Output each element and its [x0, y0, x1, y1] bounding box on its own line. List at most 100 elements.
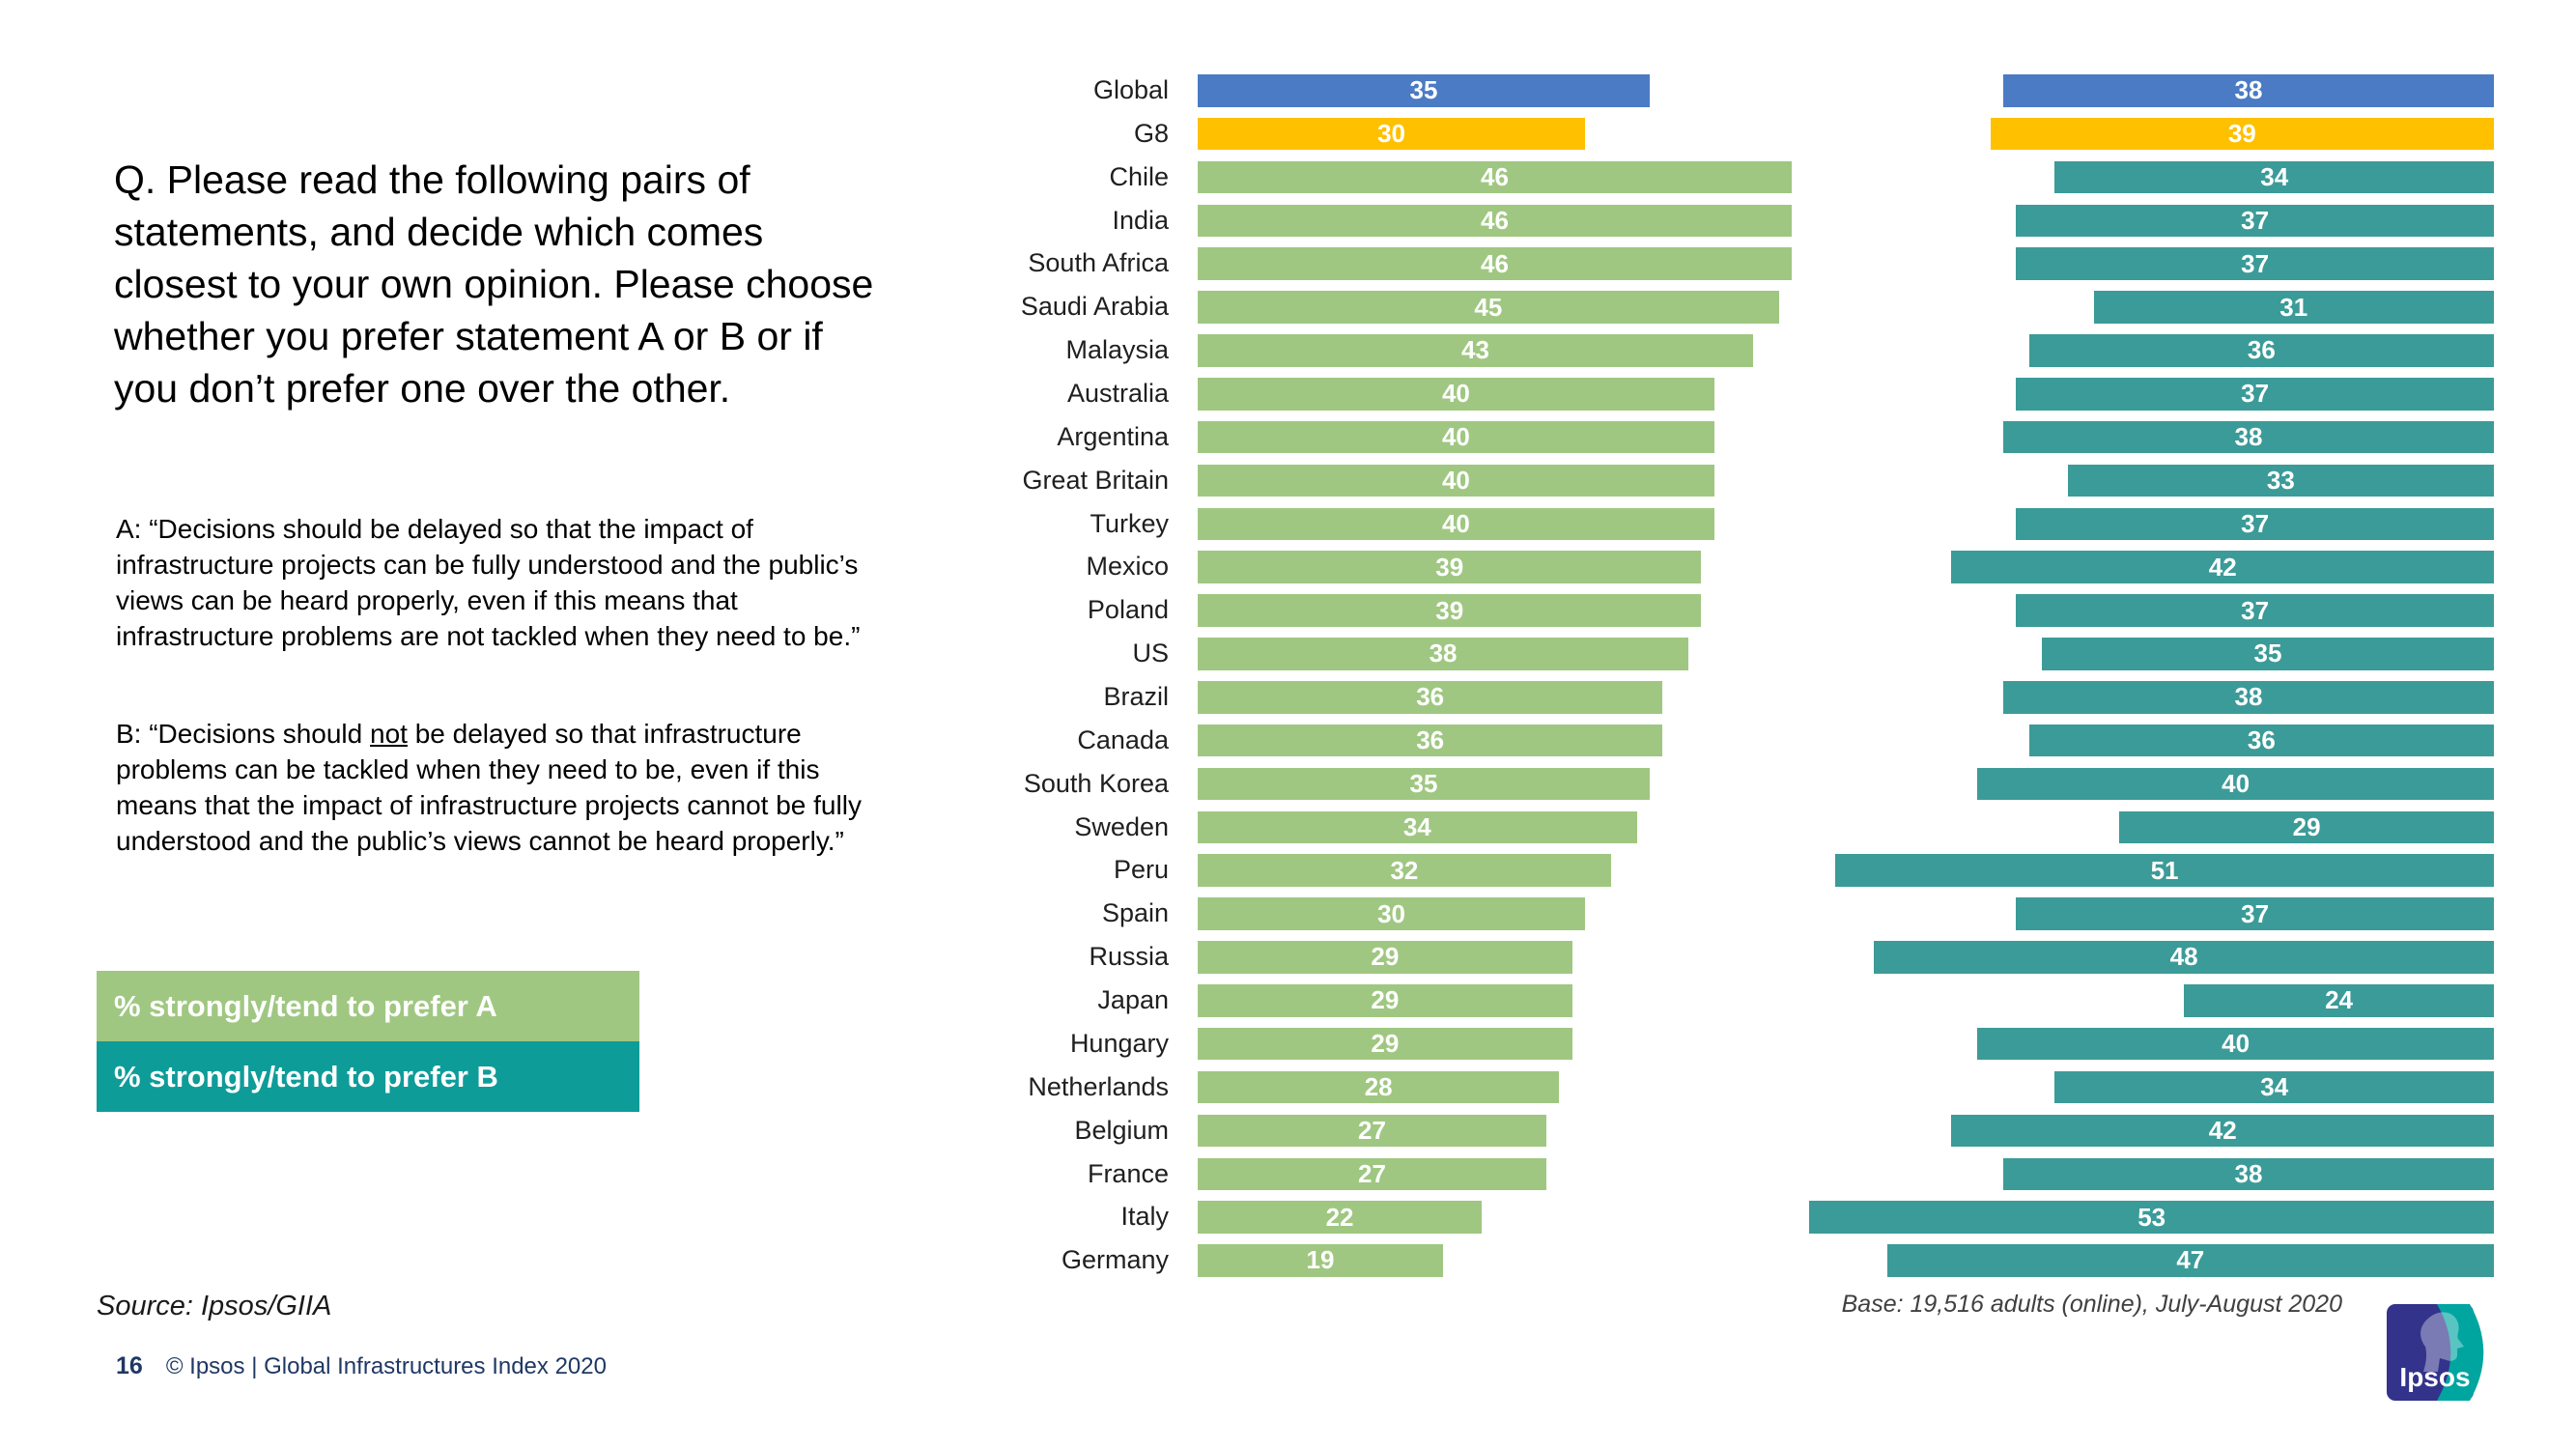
- bar-value: 40: [1441, 465, 1470, 495]
- prefer-b-bar: 37: [2016, 897, 2494, 930]
- bar-value: 29: [1371, 942, 1400, 972]
- statement-b-prefix: B: “Decisions should: [116, 719, 371, 749]
- bar-value: 45: [1474, 292, 1503, 322]
- prefer-b-bar: 39: [1990, 117, 2494, 151]
- bar-value: 29: [2292, 811, 2321, 841]
- bar-value: 39: [1435, 552, 1464, 582]
- bar-value: 35: [1409, 769, 1438, 798]
- country-label: Sweden: [1074, 811, 1169, 841]
- ipsos-logo-face: [2420, 1312, 2464, 1372]
- prefer-b-bar: 29: [2119, 810, 2494, 844]
- country-label: Chile: [1109, 161, 1169, 191]
- country-label: Italy: [1120, 1202, 1169, 1232]
- statement-b-suffix: be delayed so that infrastructure proble…: [116, 719, 862, 856]
- bar-value: 34: [1402, 811, 1431, 841]
- legend: % strongly/tend to prefer A % strongly/t…: [97, 971, 639, 1112]
- question-text: Q. Please read the following pairs of st…: [114, 157, 874, 412]
- bar-value: 27: [1358, 1115, 1386, 1145]
- country-label: Saudi Arabia: [1020, 292, 1169, 322]
- country-label: Peru: [1113, 855, 1169, 885]
- country-label: Great Britain: [1022, 465, 1169, 495]
- country-label: Russia: [1089, 942, 1169, 972]
- country-label: France: [1087, 1158, 1169, 1188]
- bar-value: 37: [2241, 898, 2270, 928]
- bar-value: 53: [2137, 1202, 2166, 1232]
- prefer-a-bar: 40: [1198, 464, 1714, 497]
- bar-value: 46: [1481, 205, 1509, 235]
- bar-value: 36: [1416, 725, 1445, 755]
- prefer-a-bar: 29: [1198, 941, 1572, 974]
- bar-value: 37: [2241, 205, 2270, 235]
- country-label: Spain: [1101, 898, 1169, 928]
- prefer-b-bar: 51: [1835, 854, 2494, 887]
- legend-prefer-a: % strongly/tend to prefer A: [97, 971, 639, 1041]
- bar-value: 40: [2222, 1029, 2250, 1059]
- prefer-a-bar: 39: [1198, 594, 1702, 627]
- source-note: Source: Ipsos/GIIA: [97, 1291, 332, 1321]
- bar-value: 38: [2234, 422, 2263, 452]
- prefer-a-bar: 29: [1198, 984, 1572, 1017]
- bar-value: 30: [1377, 119, 1405, 149]
- bar-value: 27: [1358, 1158, 1386, 1188]
- ipsos-logo-wave: [2437, 1304, 2484, 1401]
- country-label: US: [1132, 639, 1169, 668]
- prefer-b-bar: 37: [2016, 378, 2494, 411]
- prefer-a-bar: 19: [1198, 1244, 1444, 1277]
- bar-value: 40: [1441, 379, 1470, 409]
- prefer-b-bar: 34: [2054, 160, 2494, 194]
- prefer-b-bar: 37: [2016, 204, 2494, 238]
- legend-prefer-b: % strongly/tend to prefer B: [97, 1041, 639, 1112]
- footer-copyright: 16 © Ipsos | Global Infrastructures Inde…: [116, 1352, 607, 1380]
- bar-value: 40: [2222, 769, 2250, 798]
- bar-value: 47: [2176, 1245, 2205, 1275]
- prefer-a-bar: 46: [1198, 160, 1793, 194]
- bar-value: 29: [1371, 1029, 1400, 1059]
- bar-value: 43: [1460, 335, 1489, 365]
- prefer-b-bar: 53: [1809, 1201, 2494, 1234]
- prefer-b-bar: 35: [2042, 638, 2494, 670]
- prefer-a-bar: 32: [1198, 854, 1611, 887]
- country-label: Brazil: [1103, 682, 1169, 712]
- prefer-a-bar: 30: [1198, 117, 1586, 151]
- bar-value: 42: [2208, 552, 2237, 582]
- prefer-a-bar: 22: [1198, 1201, 1483, 1234]
- bar-value: 39: [2227, 119, 2256, 149]
- prefer-b-bar: 38: [2002, 681, 2494, 714]
- bar-value: 48: [2169, 942, 2198, 972]
- prefer-b-bar: 38: [2002, 74, 2494, 107]
- bar-value: 31: [2279, 292, 2308, 322]
- prefer-b-bar: 36: [2028, 334, 2494, 367]
- bar-value: 46: [1481, 161, 1509, 191]
- prefer-b-bar: 37: [2016, 507, 2494, 541]
- statement-b-underlined-word: not: [370, 719, 408, 749]
- bar-value: 42: [2208, 1115, 2237, 1145]
- country-label: Japan: [1097, 985, 1169, 1015]
- prefer-b-bar: 34: [2054, 1070, 2494, 1104]
- country-label: Hungary: [1069, 1028, 1169, 1058]
- prefer-b-bar: 42: [1951, 1114, 2494, 1148]
- bar-value: 37: [2241, 508, 2270, 538]
- bar-value: 28: [1364, 1072, 1393, 1102]
- prefer-b-bar: 31: [2093, 291, 2494, 324]
- page-number: 16: [116, 1352, 143, 1379]
- statement-a-text: A: “Decisions should be delayed so that …: [116, 514, 861, 651]
- bar-value: 34: [2260, 161, 2289, 191]
- bar-value: 22: [1325, 1202, 1354, 1232]
- base-note: Base: 19,516 adults (online), July-Augus…: [1841, 1291, 2342, 1318]
- country-label: Turkey: [1090, 508, 1169, 538]
- country-label: Australia: [1066, 379, 1169, 409]
- prefer-b-bar: 37: [2016, 247, 2494, 280]
- prefer-b-bar: 36: [2028, 724, 2494, 757]
- bar-value: 36: [2247, 335, 2276, 365]
- statement-b: B: “Decisions should not be delayed so t…: [116, 717, 884, 860]
- bar-value: 38: [2234, 75, 2263, 105]
- prefer-a-bar: 45: [1198, 291, 1779, 324]
- prefer-b-bar: 48: [1874, 941, 2494, 974]
- prefer-a-bar: 46: [1198, 204, 1793, 238]
- country-label: Global: [1092, 75, 1169, 104]
- bar-value: 36: [1416, 682, 1445, 712]
- bar-value: 37: [2241, 595, 2270, 625]
- prefer-a-bar: 35: [1198, 74, 1650, 107]
